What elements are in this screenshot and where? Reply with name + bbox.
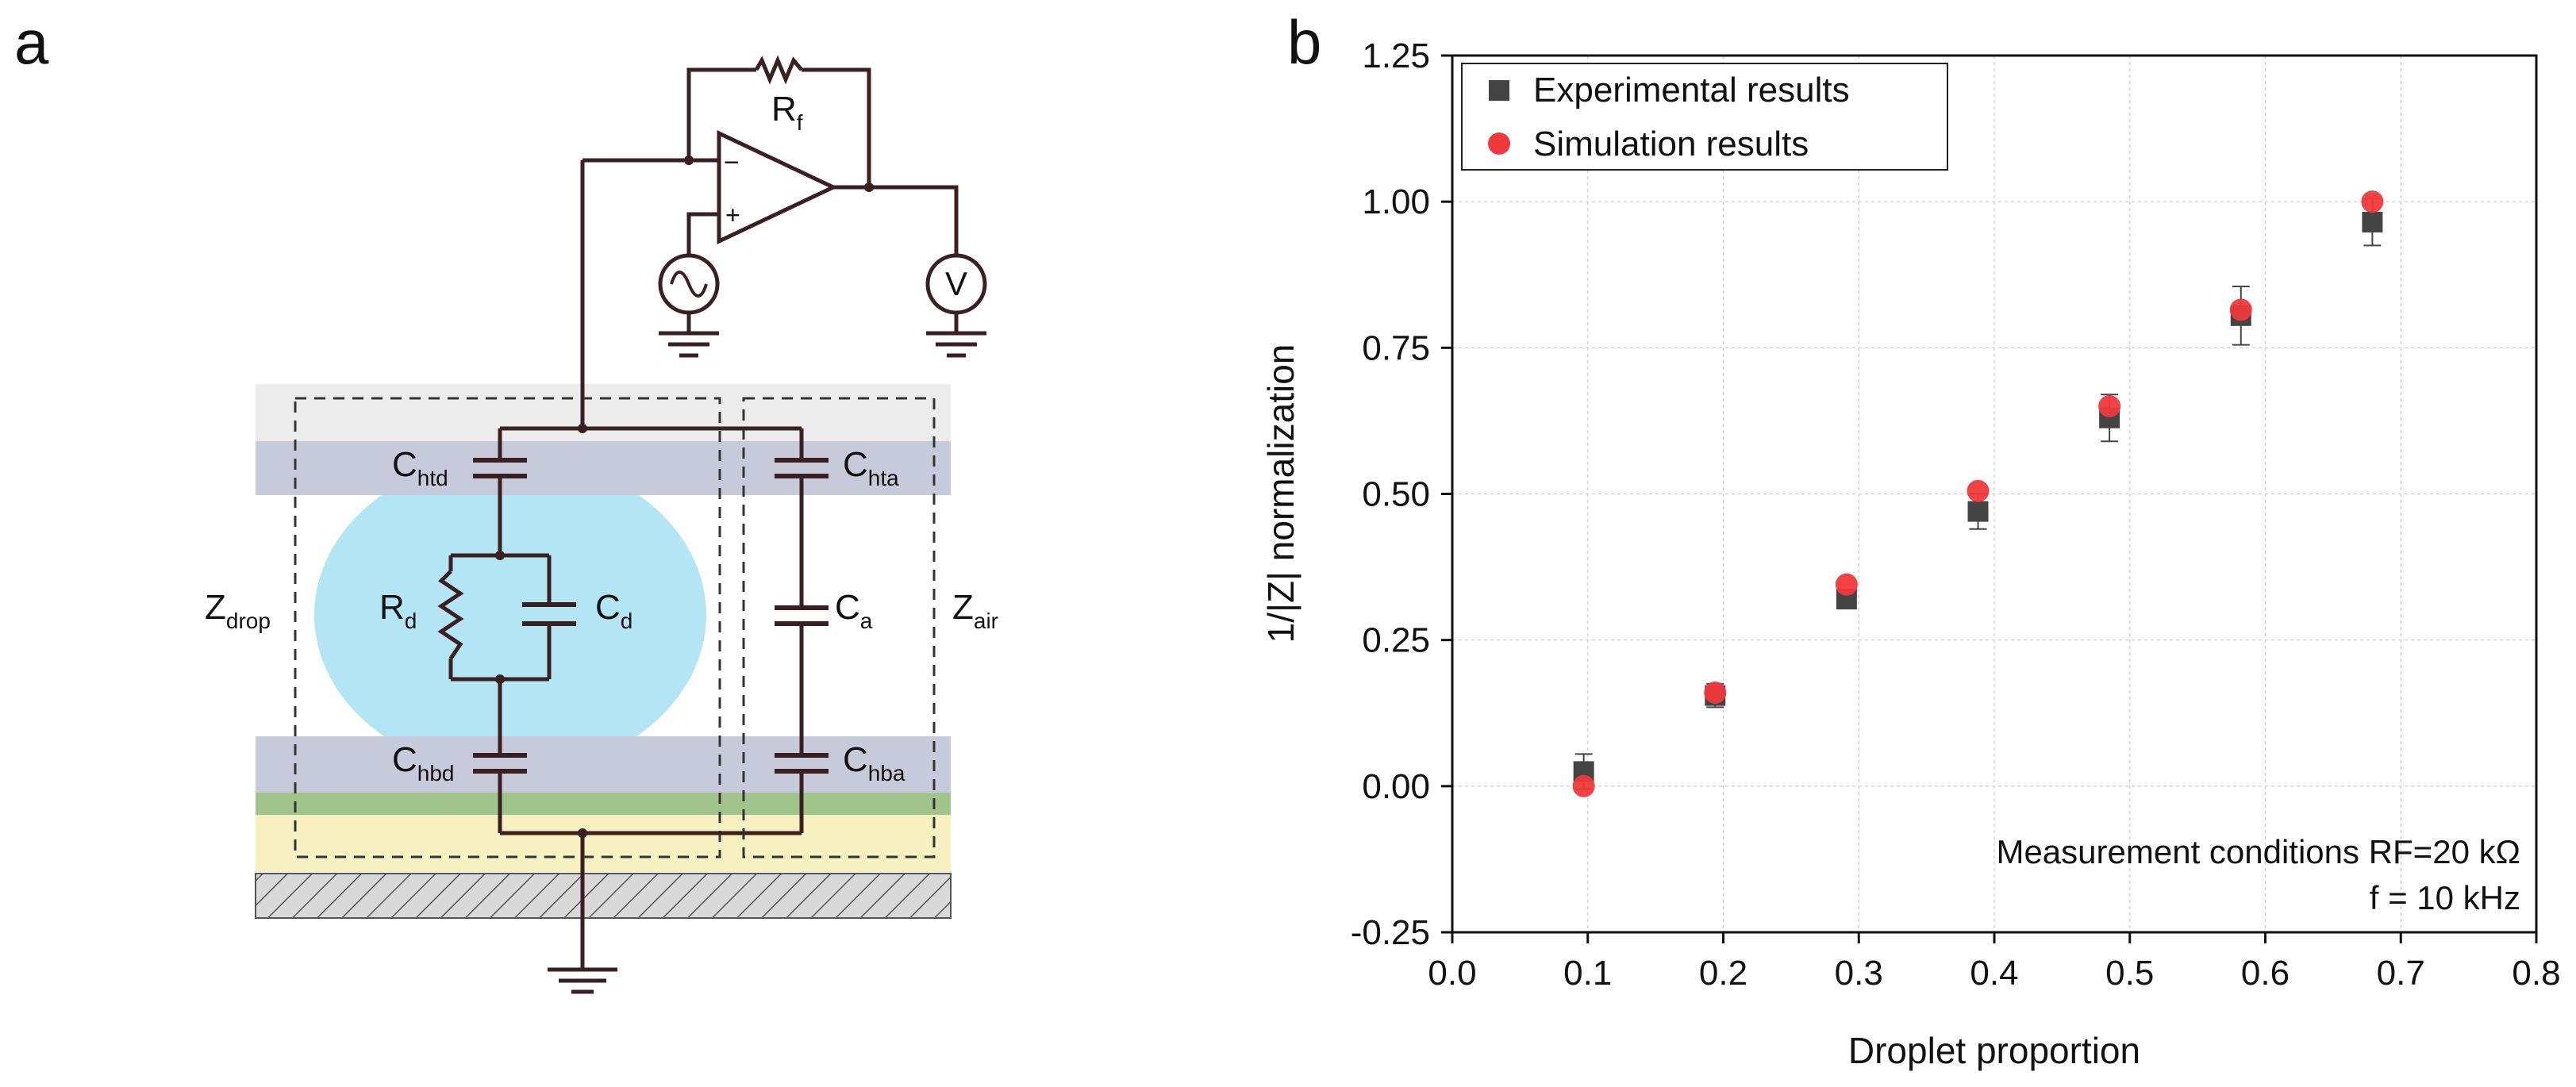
legend-box [1461,63,1948,171]
x-tick-label: 0.0 [1428,954,1476,993]
experimental-point [1967,501,1989,522]
label-rf: Rf [771,90,803,135]
resistor-rd [437,570,464,660]
circuit-labels: Rf Chtd Chta Rd Cd Ca Chbd Chba Zdrop Za… [205,90,998,785]
x-tick-label: 0.1 [1563,954,1612,993]
voltmeter: V [925,253,987,358]
droplet [314,456,706,774]
label-chta: Chta [843,445,899,490]
x-tick-label: 0.8 [2512,954,2560,993]
opamp-plus-label: + [725,201,740,229]
y-tick-label: 1.25 [1362,36,1430,75]
yellow-layer [256,815,951,872]
layer-stack [255,384,952,919]
label-chba: Chba [843,740,905,785]
y-tick-label: 0.75 [1362,328,1430,367]
simulation-point [1835,573,1858,596]
label-zdrop: Zdrop [205,588,271,633]
x-tick-label: 0.4 [1970,954,2018,993]
substrate-hatching [256,874,951,918]
panel-label-a: a [14,7,49,77]
legend: Experimental results Simulation results [1461,63,1948,171]
dashed-boxes [294,397,936,858]
label-cd: Cd [595,588,632,633]
y-tick-label: 1.00 [1362,182,1430,221]
annotation-measurement-conditions: Measurement conditions RF=20 kΩ [1996,833,2520,870]
opamp-minus-label: − [724,148,740,178]
capacitors [473,458,829,774]
label-chtd: Chtd [392,445,448,490]
experimental-point [2362,211,2383,232]
circuit-diagram: − + V Rf Chtd Chta Rd Cd [205,55,998,994]
x-tick-label: 0.5 [2105,954,2154,993]
zdrop-box [294,397,721,858]
panel-label-b: b [1287,7,1322,77]
simulation-point [2361,190,2384,213]
legend-marker-simulation [1488,133,1510,155]
top-electrode-layer-overlay [256,441,951,495]
ac-source [658,253,720,358]
x-tick-label: 0.3 [1835,954,1883,993]
data-markers [1572,190,2384,797]
op-amp: − + [717,130,838,244]
ground-bottom [548,967,617,994]
label-chbd: Chbd [392,740,455,785]
resistor-rf [754,55,803,85]
grid [1451,55,2537,933]
simulation-point [2229,298,2252,321]
x-tick-label: 0.7 [2377,954,2425,993]
axis-ticks: 0.0 0.1 0.2 0.3 0.4 0.5 0.6 0.7 0.8 -0.25 0.00 0.25… [1351,36,2561,993]
y-tick-label: 0.50 [1362,475,1430,514]
zair-box [742,397,936,858]
legend-label-experimental: Experimental results [1533,71,1850,109]
y-tick-label: -0.25 [1351,913,1430,952]
y-axis-label: 1/|Z| normalization [1260,344,1301,643]
scatter-chart: 0.0 0.1 0.2 0.3 0.4 0.5 0.6 0.7 0.8 -0.25 0.00 0.25… [1260,36,2561,1071]
annotation-frequency: f = 10 kHz [2370,879,2520,916]
x-tick-label: 0.6 [2241,954,2290,993]
legend-label-simulation: Simulation results [1533,125,1809,163]
label-ca: Ca [835,588,873,633]
label-zair: Zair [952,588,998,633]
green-layer [256,793,951,815]
x-axis-label: Droplet proportion [1848,1030,2140,1071]
simulation-point [1572,774,1595,797]
y-tick-label: 0.00 [1362,767,1430,806]
top-glass-layer [256,384,951,441]
junction-dots [495,156,874,838]
legend-marker-experimental [1489,80,1509,101]
label-rd: Rd [379,588,417,633]
voltmeter-label: V [945,265,967,302]
x-tick-label: 0.2 [1699,954,1747,993]
simulation-point [1967,479,1990,502]
simulation-point [2098,395,2121,417]
simulation-point [1704,681,1727,704]
bottom-electrode-layer [256,736,951,793]
y-tick-label: 0.25 [1362,621,1430,660]
